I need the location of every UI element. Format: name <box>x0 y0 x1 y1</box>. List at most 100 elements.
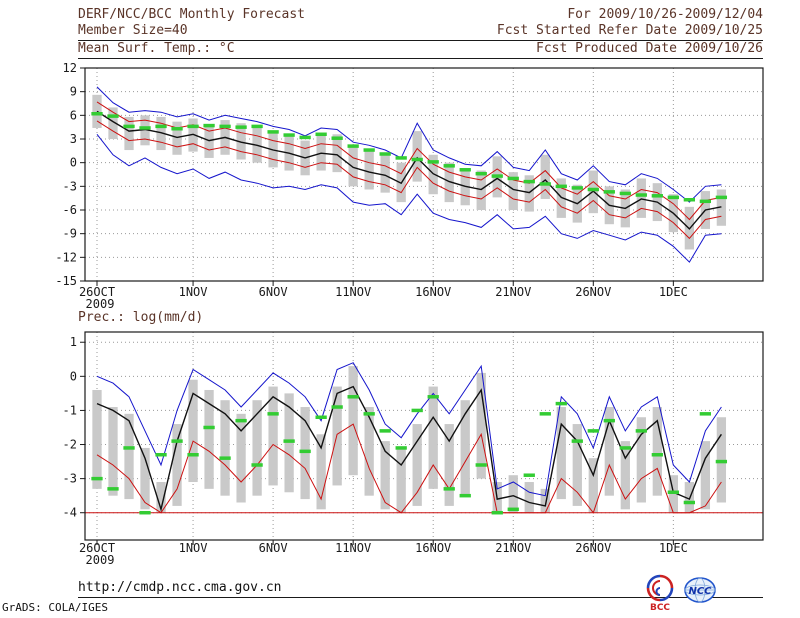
x-tick-label: 26NOV <box>575 541 611 555</box>
spread-bar <box>556 407 566 500</box>
plot-frame <box>84 67 764 282</box>
y-tick-label: -12 <box>55 250 77 264</box>
spread-bar <box>140 447 150 510</box>
x-tick-label: 1DEC <box>659 285 688 299</box>
x-tick-label: 21NOV <box>495 541 531 555</box>
ensemble-mean-line <box>96 385 722 512</box>
fcst-refer-date: Fcst Started Refer Date 2009/10/25 <box>496 23 763 38</box>
header: DERF/NCC/BCC Monthly Forecast For 2009/1… <box>78 7 763 59</box>
spread-bar <box>380 441 390 510</box>
spread-bar <box>204 389 214 489</box>
y-tick-label: 1 <box>70 335 77 349</box>
spread-bar <box>636 178 646 218</box>
spread-bar <box>220 400 230 496</box>
bcc-logo-label: BCC <box>650 603 670 611</box>
y-tick-label: -3 <box>63 179 77 193</box>
spread-bar <box>652 407 662 496</box>
fcst-produced-date: Fcst Produced Date 2009/10/26 <box>536 41 763 56</box>
y-tick-label: 0 <box>70 369 77 383</box>
plot-frame <box>84 331 764 541</box>
spread-bar <box>540 154 550 199</box>
spread-bar <box>364 150 374 190</box>
spread-bar <box>268 131 278 168</box>
spread-bar <box>156 116 166 151</box>
spread-bar <box>284 134 294 171</box>
spread-bar <box>188 118 198 152</box>
bcc-logo: BCC <box>646 574 674 611</box>
spread-bar <box>476 170 486 210</box>
ensemble-min-line <box>96 133 722 263</box>
x-tick-label: 11NOV <box>335 285 371 299</box>
forecast-period: For 2009/10/26-2009/12/04 <box>567 7 763 22</box>
x-tick-sublabel: 2009 <box>86 297 115 311</box>
spread-bar <box>540 488 550 513</box>
spread-bar <box>236 413 246 503</box>
spread-bar <box>236 123 246 160</box>
spread-bar <box>124 116 134 151</box>
grads-credit: GrADS: COLA/IGES <box>2 601 108 614</box>
spread-bar <box>460 400 470 496</box>
spread-bar <box>380 154 390 193</box>
x-tick-label: 6NOV <box>259 285 288 299</box>
header-row-1: DERF/NCC/BCC Monthly Forecast For 2009/1… <box>78 7 763 23</box>
y-tick-label: -9 <box>63 227 77 241</box>
ensemble-max-line <box>96 86 722 203</box>
x-tick-label: 6NOV <box>259 541 288 555</box>
spread-bar <box>620 441 630 510</box>
y-tick-label: 12 <box>63 62 77 75</box>
ensemble-max-line <box>96 362 722 497</box>
spread-bar <box>476 372 486 479</box>
spread-bar <box>428 386 438 489</box>
y-tick-label: -6 <box>63 203 77 217</box>
spread-bar <box>204 124 214 158</box>
ensemble-mean-line <box>96 110 722 230</box>
y-tick-label: -4 <box>63 506 77 520</box>
spread-bar <box>412 424 422 506</box>
spread-bar <box>348 366 358 476</box>
x-tick-label: 11NOV <box>335 541 371 555</box>
y-tick-label: 3 <box>70 132 77 146</box>
x-tick-label: 21NOV <box>495 285 531 299</box>
spread-bar <box>92 389 102 489</box>
header-divider-2 <box>78 58 763 59</box>
spread-bar <box>444 162 454 203</box>
spread-bar <box>428 154 438 195</box>
spread-bar <box>316 434 326 510</box>
source-url[interactable]: http://cmdp.ncc.cma.gov.cn <box>78 580 282 595</box>
spread-bar <box>252 126 262 163</box>
spread-bar <box>508 172 518 210</box>
spread-bar <box>396 447 406 513</box>
spread-lower-line <box>96 120 722 240</box>
header-row-3: Mean Surf. Temp.: °C Fcst Produced Date … <box>78 41 763 57</box>
spread-bar <box>124 413 134 500</box>
spread-bar <box>108 407 118 496</box>
y-tick-label: 9 <box>70 85 77 99</box>
spread-bar <box>572 424 582 506</box>
spread-bar <box>268 386 278 486</box>
spread-bar <box>524 482 534 513</box>
y-tick-label: -15 <box>55 274 77 288</box>
y-tick-label: -3 <box>63 472 77 486</box>
spread-bar <box>556 178 566 218</box>
spread-bar <box>92 94 102 128</box>
spread-bar <box>588 458 598 513</box>
spread-bar <box>460 168 470 206</box>
y-tick-label: -1 <box>63 403 77 417</box>
x-tick-label: 26NOV <box>575 285 611 299</box>
spread-bar <box>172 121 182 155</box>
spread-bar <box>636 417 646 503</box>
spread-bar <box>172 424 182 506</box>
spread-bar <box>700 441 711 510</box>
spread-bar <box>444 424 454 506</box>
ncc-logo: NCC <box>684 577 716 603</box>
spread-bar <box>316 132 326 171</box>
header-row-2: Member Size=40 Fcst Started Refer Date 2… <box>78 23 763 39</box>
footer-divider <box>78 597 763 598</box>
y-tick-label: 6 <box>70 108 77 122</box>
y-tick-label: 0 <box>70 156 77 170</box>
spread-bar <box>508 475 518 513</box>
x-tick-label: 1DEC <box>659 541 688 555</box>
report-title: DERF/NCC/BCC Monthly Forecast <box>78 7 305 22</box>
